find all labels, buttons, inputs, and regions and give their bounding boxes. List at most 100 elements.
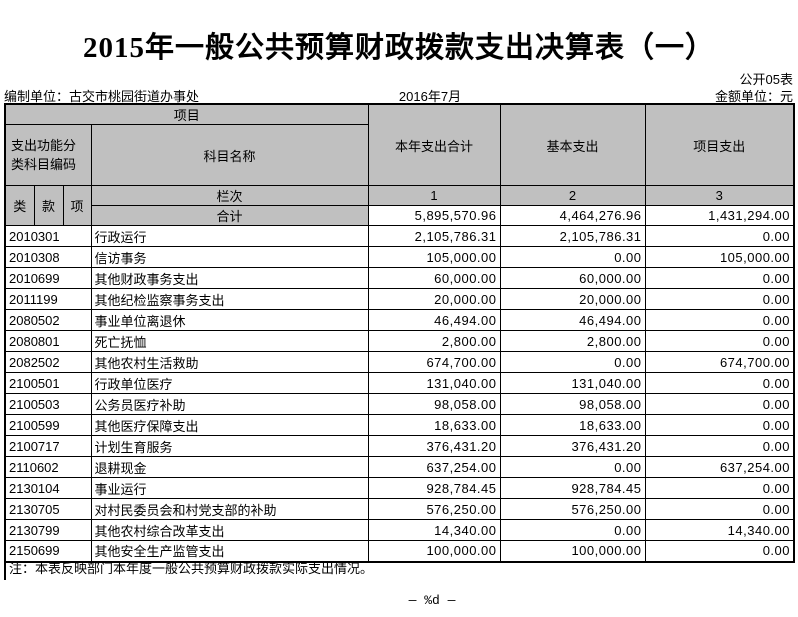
grand-total-year-amount: 5,895,570.96	[367, 205, 501, 226]
project-expense-cell: 674,700.00	[644, 351, 795, 373]
col-header-year-total: 本年支出合计	[367, 103, 501, 186]
basic-expense-cell: 2,105,786.31	[499, 225, 646, 247]
code-cell: 2100599	[4, 414, 92, 436]
col-header-project-expenditure: 项目支出	[644, 103, 795, 186]
year-total-cell: 100,000.00	[367, 540, 501, 562]
table-row: 2100501 行政单位医疗 131,040.00 131,040.00 0.00	[4, 372, 795, 394]
basic-expense-cell: 0.00	[499, 246, 646, 268]
prepared-by-label: 编制单位：古交市桃园街道办事处	[4, 89, 200, 104]
page-title: 2015年一般公共预算财政拨款支出决算表（一）	[82, 32, 715, 64]
project-expense-cell: 0.00	[644, 309, 795, 331]
subject-cell: 事业单位离退休	[90, 309, 369, 331]
basic-expense-cell: 2,800.00	[499, 330, 646, 352]
project-header: 项目	[4, 103, 369, 125]
table-row: 2010308 信访事务 105,000.00 0.00 105,000.00	[4, 246, 795, 268]
basic-expense-cell: 131,040.00	[499, 372, 646, 394]
table-row: 2011199 其他纪检监察事务支出 20,000.00 20,000.00 0.00	[4, 288, 795, 310]
subject-cell: 其他纪检监察事务支出	[90, 288, 369, 310]
column-number-1: 1	[367, 185, 501, 206]
basic-expense-cell: 928,784.45	[499, 477, 646, 499]
code-cell: 2082502	[4, 351, 92, 373]
code-cell: 2110602	[4, 456, 92, 478]
code-cell: 2150699	[4, 540, 92, 562]
basic-expense-cell: 0.00	[499, 519, 646, 541]
basic-expense-cell: 100,000.00	[499, 540, 646, 562]
subject-cell: 退耕现金	[90, 456, 369, 478]
year-total-cell: 60,000.00	[367, 267, 501, 289]
project-expense-cell: 0.00	[644, 393, 795, 415]
code-cell: 2100503	[4, 393, 92, 415]
code-cell: 2130104	[4, 477, 92, 499]
basic-expense-cell: 376,431.20	[499, 435, 646, 457]
page-number: — %d —	[408, 593, 456, 608]
grand-total-label: 合计	[90, 205, 369, 226]
column-number-3: 3	[644, 185, 795, 206]
rank-header: 栏次	[90, 185, 369, 206]
basic-expense-cell: 98,058.00	[499, 393, 646, 415]
section-header: 款	[33, 185, 64, 226]
subject-cell: 其他农村生活救助	[90, 351, 369, 373]
subject-cell: 行政运行	[90, 225, 369, 247]
column-number-2: 2	[499, 185, 646, 206]
code-cell: 2010699	[4, 267, 92, 289]
subject-cell: 计划生育服务	[90, 435, 369, 457]
table-row: 2130104 事业运行 928,784.45 928,784.45 0.00	[4, 477, 795, 499]
project-expense-cell: 0.00	[644, 330, 795, 352]
subject-name-header: 科目名称	[90, 124, 369, 186]
table-row: 2130705 对村民委员会和村党支部的补助 576,250.00 576,250.0…	[4, 498, 795, 520]
footnote: 注：本表反映部门本年度一般公共预算财政拨款实际支出情况。	[4, 559, 373, 580]
basic-expense-cell: 0.00	[499, 351, 646, 373]
amount-unit-label: 金额单位：元	[714, 89, 793, 104]
table-row: 2100503 公务员医疗补助 98,058.00 98,058.00 0.00	[4, 393, 795, 415]
year-total-cell: 2,800.00	[367, 330, 501, 352]
subject-cell: 行政单位医疗	[90, 372, 369, 394]
code-cell: 2010308	[4, 246, 92, 268]
year-total-cell: 105,000.00	[367, 246, 501, 268]
code-cell: 2100717	[4, 435, 92, 457]
year-total-cell: 46,494.00	[367, 309, 501, 331]
year-total-cell: 376,431.20	[367, 435, 501, 457]
expenditure-table: 项目 本年支出合计 基本支出 项目支出 支出功能分类科目编码 科目名称 类 款 …	[4, 103, 796, 563]
project-expense-cell: 0.00	[644, 372, 795, 394]
subject-cell: 其他安全生产监管支出	[90, 540, 369, 562]
project-expense-cell: 14,340.00	[644, 519, 795, 541]
subject-cell: 其他农村综合改革支出	[90, 519, 369, 541]
col-header-basic-expenditure: 基本支出	[499, 103, 646, 186]
subject-cell: 其他医疗保障支出	[90, 414, 369, 436]
table-row: 2100599 其他医疗保障支出 18,633.00 18,633.00 0.00	[4, 414, 795, 436]
table-row: 2150699 其他安全生产监管支出 100,000.00 100,000.00 0.0…	[4, 540, 795, 562]
project-expense-cell: 0.00	[644, 225, 795, 247]
subject-cell: 信访事务	[90, 246, 369, 268]
report-meta: 编制单位：古交市桃园街道办事处 2016年7月 金额单位：元	[4, 86, 793, 104]
year-total-cell: 98,058.00	[367, 393, 501, 415]
code-cell: 2130705	[4, 498, 92, 520]
year-total-cell: 20,000.00	[367, 288, 501, 310]
table-row: 2080502 事业单位离退休 46,494.00 46,494.00 0.00	[4, 309, 795, 331]
subject-cell: 公务员医疗补助	[90, 393, 369, 415]
project-expense-cell: 0.00	[644, 414, 795, 436]
year-total-cell: 674,700.00	[367, 351, 501, 373]
year-total-cell: 14,340.00	[367, 519, 501, 541]
form-number-label: 公开05表	[739, 72, 793, 87]
table-row: 2010301 行政运行 2,105,786.31 2,105,786.31 0.00	[4, 225, 795, 247]
subject-cell: 对村民委员会和村党支部的补助	[90, 498, 369, 520]
basic-expense-cell: 20,000.00	[499, 288, 646, 310]
basic-expense-cell: 60,000.00	[499, 267, 646, 289]
table-row: 2082502 其他农村生活救助 674,700.00 0.00 674,700.00	[4, 351, 795, 373]
year-total-cell: 131,040.00	[367, 372, 501, 394]
function-code-header: 支出功能分类科目编码	[4, 124, 92, 186]
project-expense-cell: 0.00	[644, 435, 795, 457]
project-expense-cell: 0.00	[644, 267, 795, 289]
year-total-cell: 576,250.00	[367, 498, 501, 520]
table-row: 2110602 退耕现金 637,254.00 0.00 637,254.00	[4, 456, 795, 478]
table-row: 2010699 其他财政事务支出 60,000.00 60,000.00 0.00	[4, 267, 795, 289]
basic-expense-cell: 0.00	[499, 456, 646, 478]
project-expense-cell: 105,000.00	[644, 246, 795, 268]
code-cell: 2010301	[4, 225, 92, 247]
code-cell: 2011199	[4, 288, 92, 310]
code-cell: 2130799	[4, 519, 92, 541]
report-period-label: 2016年7月	[398, 89, 462, 104]
project-expense-cell: 637,254.00	[644, 456, 795, 478]
subject-cell: 其他财政事务支出	[90, 267, 369, 289]
basic-expense-cell: 576,250.00	[499, 498, 646, 520]
